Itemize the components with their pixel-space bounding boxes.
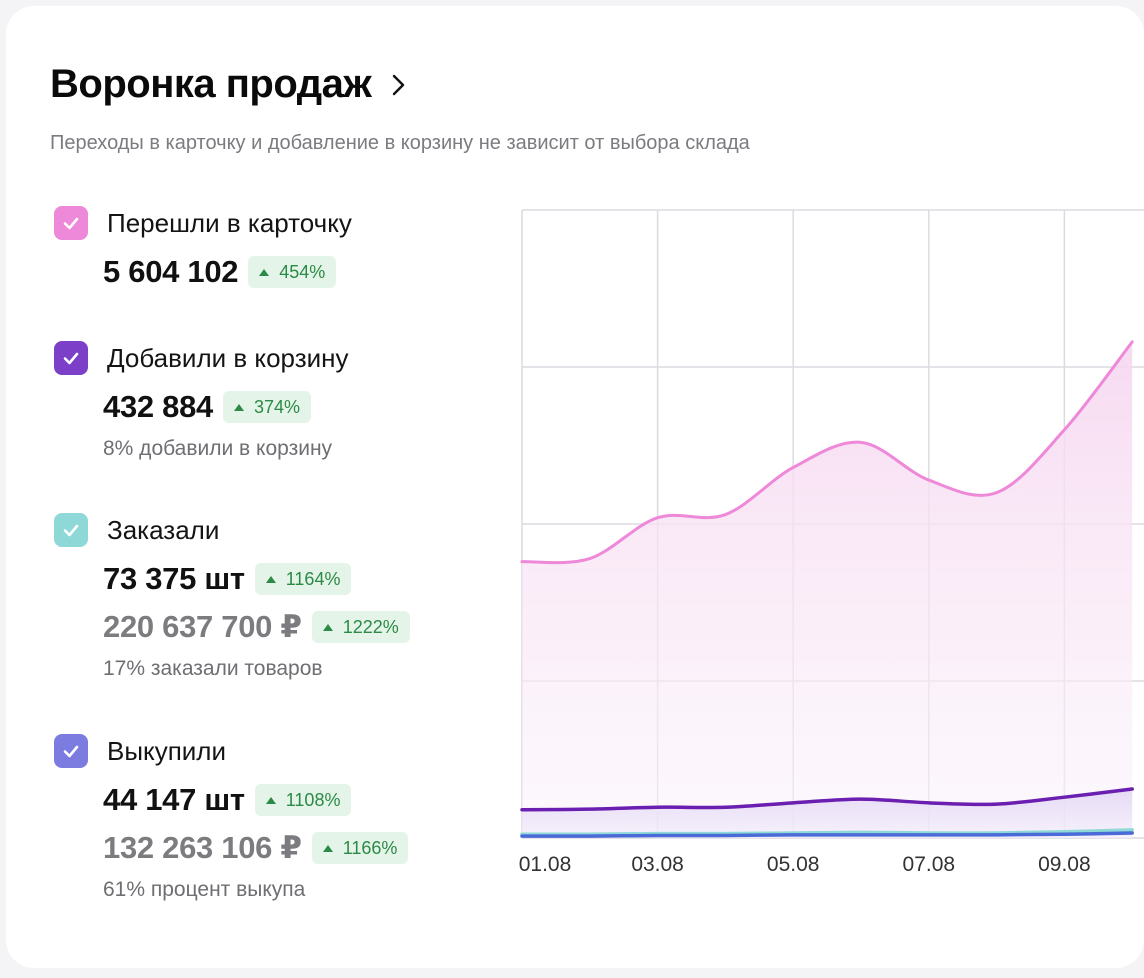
badge-text: 374% [253, 396, 301, 417]
metric-label: Перешли в карточку [107, 207, 352, 238]
triangle-up-icon [265, 575, 276, 583]
metric-transitions: Перешли в карточку 5 604 102 454% [54, 206, 352, 290]
trend-badge: 374% [222, 391, 312, 423]
triangle-up-icon [259, 268, 270, 276]
badge-text: 1108% [285, 789, 341, 810]
check-icon [63, 745, 79, 758]
trend-badge: 1166% [311, 832, 409, 864]
page-subtitle: Переходы в карточку и добавление в корзи… [50, 132, 750, 154]
metric-value: 5 604 102 [103, 254, 239, 289]
trend-badge: 454% [248, 256, 337, 288]
metric-label: Добавили в корзину [107, 342, 349, 373]
metric-orders: Заказали 73 375 шт 1164% 220 637 700 ₽ 1… [54, 513, 410, 681]
title-row[interactable]: Воронка продаж [50, 62, 407, 107]
metric-note: 8% добавили в корзину [103, 437, 333, 460]
badge-text: 454% [279, 261, 326, 282]
triangle-up-icon [322, 623, 333, 631]
badge-text: 1222% [342, 616, 399, 637]
metric-value: 44 147 шт [103, 782, 245, 817]
metric-value-money: 220 637 700 ₽ [103, 609, 302, 644]
triangle-up-icon [322, 844, 333, 852]
trend-badge: 1164% [254, 563, 352, 595]
metric-value: 432 884 [103, 389, 213, 424]
check-icon [63, 217, 79, 230]
metric-label: Заказали [107, 514, 220, 545]
checkbox-cart[interactable] [54, 341, 88, 375]
badge-text: 1166% [342, 837, 398, 858]
check-icon [63, 524, 79, 537]
metric-note: 17% заказали товаров [103, 657, 323, 680]
check-icon [63, 352, 79, 365]
metric-value-money: 132 263 106 ₽ [103, 830, 302, 865]
metric-note: 61% процент выкупа [103, 878, 306, 901]
badge-text: 1164% [285, 568, 341, 589]
chevron-right-icon[interactable] [391, 72, 407, 98]
metric-cart: Добавили в корзину 432 884 374% 8% добав… [54, 341, 349, 461]
trend-badge: 1222% [311, 611, 410, 643]
page-title: Воронка продаж [50, 62, 372, 106]
triangle-up-icon [265, 796, 276, 804]
checkbox-orders[interactable] [54, 513, 88, 547]
metric-buyouts: Выкупили 44 147 шт 1108% 132 263 106 ₽ 1… [54, 734, 409, 902]
checkbox-transitions[interactable] [54, 206, 88, 240]
metric-label: Выкупили [107, 735, 226, 766]
trend-badge: 1108% [254, 784, 352, 816]
checkbox-buyouts[interactable] [54, 734, 88, 768]
metric-value: 73 375 шт [103, 561, 245, 596]
triangle-up-icon [233, 403, 244, 411]
